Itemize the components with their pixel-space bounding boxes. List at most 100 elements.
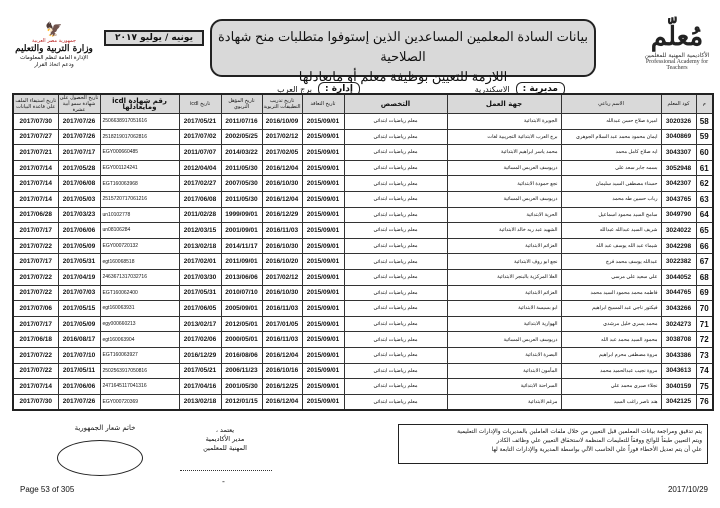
workplace: السراحنة الابتدائية [446,378,562,395]
icdl-certificate-number: un08106284 [99,222,180,239]
row-number: 61 [695,159,714,177]
workplace: الحرية الابتدائية [446,206,562,224]
note-line: يتم تدقيق ومراجعة بيانات المعلمين قبل ال… [457,429,702,435]
file-completion-date: 2017/07/30 [12,113,59,130]
workplace: نجع ابو روف الابتدائية [446,253,562,270]
contract-date: 2015/09/01 [301,284,345,302]
certificate-date: 2016/08/17 [57,331,101,348]
training-date: 2016/12/04 [261,190,303,208]
column-header: تاريخ التعاقد [301,93,345,114]
qualification-date: 2011/07/16 [220,113,263,130]
icdl-certificate-number: egt160063931 [99,300,180,317]
approve-line: مدير الأكاديمية [205,435,245,443]
training-date: 2017/01/05 [261,315,303,333]
specialty: معلم رياضيات ابتدائي [343,175,448,192]
period-badge: يونيه / يوليو ٢٠١٧ [104,30,204,46]
teacher-name: شيماء عبد الله يوسف عبد الله [560,237,662,255]
file-completion-date: 2017/07/17 [12,222,59,239]
column-header: تاريخ استيفاء الملف على قاعدة البيانات [12,93,59,114]
icdl-certificate-number: 2502563917050816 [99,362,180,380]
icdl-certificate-number: EGY000720132 [99,237,180,255]
certificate-date: 2017/06/06 [57,378,101,395]
file-completion-date: 2017/07/21 [12,144,59,161]
certificate-date: 2017/07/26 [57,128,101,146]
qualification-date: 2011/05/30 [220,159,263,177]
teacher-code: 3044765 [660,284,697,302]
teacher-name: مروة نجيب عبدالحميد محمد [560,362,662,380]
row-number: 76 [695,393,714,411]
specialty: معلم رياضيات ابتدائي [343,128,448,146]
row-number: 71 [695,315,714,333]
certificate-date: 2017/07/10 [57,346,101,364]
row-number: 72 [695,331,714,348]
training-date: 2016/12/29 [261,206,303,224]
qualification-date: 2001/09/01 [220,222,263,239]
workplace: نجع حمودة الابتدائية [446,175,562,192]
row-number: 74 [695,362,714,380]
certificate-date: 2017/05/09 [57,237,101,255]
academy-logo: مُعلّم الأكاديمية المهنية للمعلمين Profe… [638,22,716,78]
training-date: 2016/10/30 [261,284,303,302]
teacher-code: 3043765 [660,190,697,208]
table-row: 68 3044052 علي سعيد علي مرسي العلا المركزية… [12,268,714,286]
ministry-name: وزارة التربية والتعليم [15,44,93,54]
column-header: كود المعلم [660,93,697,114]
teacher-code: 3040159 [660,378,697,395]
directorate-value: الاسكندرية [474,84,510,94]
workplace: دريوسف العربس المسائية [446,190,562,208]
certificate-date: 2017/05/31 [57,253,101,270]
file-completion-date: 2017/07/14 [12,190,59,208]
table-row: 64 3049790 سامح السيد محمود اسماعيل الحرية … [12,206,714,224]
qualification-date: 2006/11/23 [220,362,263,380]
contract-date: 2015/09/01 [301,378,345,395]
teacher-code: 3024022 [660,222,697,239]
row-number: 75 [695,378,714,395]
specialty: معلم رياضيات ابتدائي [343,378,448,395]
training-date: 2016/12/25 [261,378,303,395]
workplace: دريوسف العربس المسائية [446,159,562,177]
training-date: 2017/02/12 [261,128,303,146]
teacher-name: حسناء مصطفى السيد سليمان [560,175,662,192]
qualification-date: 2010/07/10 [220,284,263,302]
table-row: 70 3043266 فيكتور ناجي عبد المسيح ابراهيم ا… [12,300,714,317]
icdl-date: 2012/03/15 [178,222,222,239]
contract-date: 2015/09/01 [301,175,345,192]
signature-line [180,470,272,471]
file-completion-date: 2017/07/14 [12,175,59,192]
icdl-date: 2017/07/02 [178,128,222,146]
row-number: 67 [695,253,714,270]
note-line: علي أن يتم تعديل الأخطاء فوراً علي الحاس… [491,447,702,453]
column-header: الاسم رباعي [560,93,662,114]
icdl-certificate-number: EGT160063927 [99,346,180,364]
icdl-certificate-number: EGT160062400 [99,284,180,302]
contract-date: 2015/09/01 [301,393,345,411]
teacher-code: 3020326 [660,113,697,130]
specialty: معلم رياضيات ابتدائي [343,284,448,302]
contract-date: 2015/09/01 [301,144,345,161]
table-row: 71 3024273 محمد يسري خليل مرشدي الهوارية ال… [12,315,714,333]
teacher-name: اميرة صلاح حسن عبدالله [560,113,662,130]
specialty: معلم رياضيات ابتدائي [343,206,448,224]
icdl-certificate-number: EGY000660485 [99,144,180,161]
teacher-name: محمود السيد محمد عبد الله [560,331,662,348]
training-date: 2016/10/20 [261,253,303,270]
specialty: معلم رياضيات ابتدائي [343,268,448,286]
file-completion-date: 2017/07/22 [12,346,59,364]
icdl-date: 2017/02/01 [178,253,222,270]
column-header: جهة العمل [446,93,562,114]
file-completion-date: 2017/06/18 [12,331,59,348]
contract-date: 2015/09/01 [301,113,345,130]
academy-name-ar: الأكاديمية المهنية للمعلمين [644,52,710,59]
teacher-code: 3042307 [660,175,697,192]
icdl-certificate-number: 2515720717061216 [99,190,180,208]
specialty: معلم رياضيات ابتدائي [343,144,448,161]
icdl-date: 2017/05/21 [178,113,222,130]
workplace: العزائم الابتدائية [446,284,562,302]
table-row: 63 3043765 رباب حسين طه محمد دريوسف العربس … [12,190,714,208]
workplace: البصرة الابتدائية [446,346,562,364]
icdl-certificate-number: egt160063904 [99,331,180,348]
training-date: 2017/02/12 [261,268,303,286]
specialty: معلم رياضيات ابتدائي [343,190,448,208]
training-date: 2016/10/16 [261,362,303,380]
teacher-name: بسمه جابر سعد علي [560,159,662,177]
